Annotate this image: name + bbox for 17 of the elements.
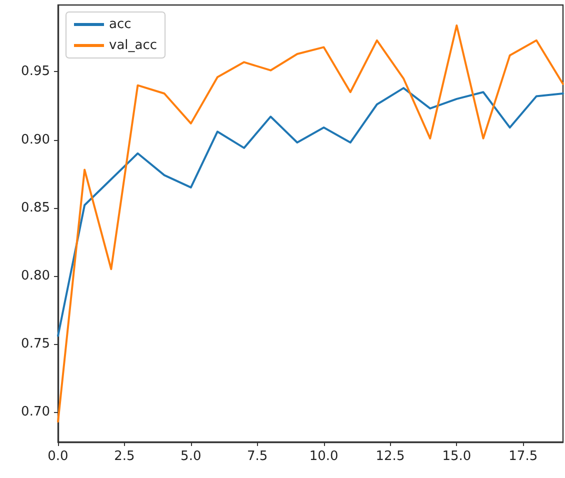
y-tick-label: 0.70 [21,404,50,420]
x-tick-label: 17.5 [508,449,538,464]
y-tick-label: 0.85 [21,200,50,216]
x-tick-label: 10.0 [309,449,338,464]
legend-label: val_acc [109,38,158,53]
line-series [57,87,564,337]
x-tick-label: 12.5 [376,449,405,464]
x-tick-label: 2.5 [114,449,135,464]
legend-label: acc [109,17,132,32]
y-tick-label: 0.90 [21,132,50,148]
y-tick-label: 0.95 [21,64,50,80]
x-tick-label: 15.0 [442,449,472,464]
x-tick-label: 0.0 [48,449,68,464]
y-tick-label: 0.80 [21,268,50,284]
x-tick-label: 7.5 [247,449,268,464]
x-tick-label: 5.0 [180,449,202,464]
y-tick-label: 0.75 [21,336,50,352]
